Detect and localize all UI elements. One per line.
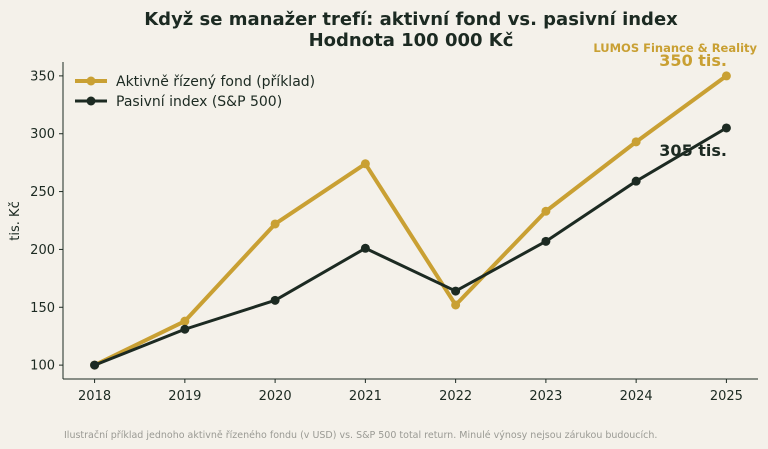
data-point <box>721 123 731 133</box>
x-tick-label: 2020 <box>259 389 292 404</box>
data-point <box>631 176 641 186</box>
data-point <box>721 71 731 81</box>
data-point <box>541 206 551 216</box>
x-tick-label: 2024 <box>620 389 653 404</box>
data-point <box>180 316 190 326</box>
data-point <box>631 137 641 147</box>
data-point <box>541 236 551 246</box>
x-tick-label: 2019 <box>168 389 201 404</box>
y-tick-label: 250 <box>30 185 55 200</box>
legend-label: Aktivně řízený fond (příklad) <box>116 74 315 90</box>
data-point <box>90 360 100 370</box>
legend-label: Pasivní index (S&P 500) <box>116 94 282 110</box>
brand-label: LUMOS Finance & Reality <box>593 41 757 55</box>
plot-area: 100 150 200 250 300 350 2018 2019 2020 2021 2022 20… <box>30 51 758 404</box>
y-tick-label: 150 <box>30 301 55 316</box>
chart-subtitle: Hodnota 100 000 Kč <box>309 30 514 51</box>
x-tick-label: 2025 <box>710 389 743 404</box>
x-tick-label: 2018 <box>78 389 111 404</box>
footnote: Ilustrační příklad jednoho aktivně řízen… <box>64 430 657 441</box>
y-tick-label: 350 <box>30 69 55 84</box>
series-line-1 <box>92 73 729 368</box>
x-tick-label: 2022 <box>439 389 472 404</box>
y-axis-label: tis. Kč <box>8 201 23 240</box>
data-point <box>270 219 280 229</box>
data-point <box>360 159 370 169</box>
x-tick-label: 2021 <box>349 389 382 404</box>
data-point <box>451 300 461 310</box>
end-value-label: 305 tis. <box>659 141 727 160</box>
y-tick-label: 100 <box>30 359 55 374</box>
end-value-label: 350 tis. <box>659 51 727 70</box>
series-line-2 <box>93 126 728 367</box>
data-point <box>360 243 370 253</box>
data-point <box>180 324 190 334</box>
data-point <box>270 295 280 305</box>
data-point <box>451 286 461 296</box>
chart-title: Když se manažer trefí: aktivní fond vs. … <box>144 9 678 30</box>
legend-swatch-marker <box>86 76 96 86</box>
y-tick-label: 300 <box>30 127 55 142</box>
x-tick-label: 2023 <box>529 389 562 404</box>
y-tick-label: 200 <box>30 243 55 258</box>
legend-swatch-marker <box>86 96 96 106</box>
